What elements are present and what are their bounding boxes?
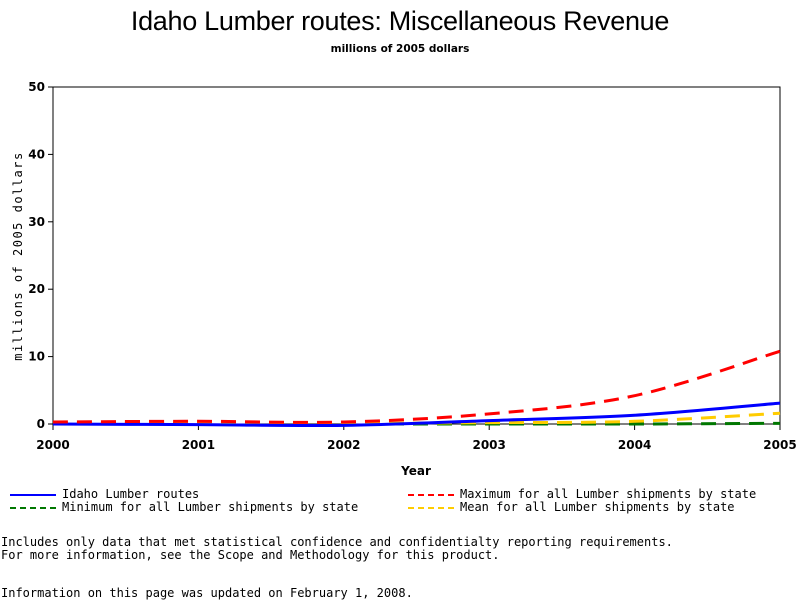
x-tick-label: 2004 bbox=[618, 438, 651, 452]
legend-item: Mean for all Lumber shipments by state bbox=[408, 500, 735, 514]
legend-swatch bbox=[10, 493, 56, 496]
x-tick-label: 2001 bbox=[182, 438, 215, 452]
y-tick-label: 40 bbox=[28, 147, 45, 161]
series-line-1 bbox=[52, 349, 781, 424]
legend-label: Mean for all Lumber shipments by state bbox=[460, 500, 735, 514]
y-tick-label: 0 bbox=[37, 417, 45, 431]
x-tick-label: 2003 bbox=[472, 438, 505, 452]
y-tick-label: 20 bbox=[28, 282, 45, 296]
chart-title: Idaho Lumber routes: Miscellaneous Reven… bbox=[130, 6, 670, 36]
y-tick-label: 50 bbox=[28, 80, 45, 94]
legend-swatch bbox=[10, 506, 56, 509]
x-tick-label: 2000 bbox=[36, 438, 69, 452]
note-methodology: For more information, see the Scope and … bbox=[1, 548, 500, 562]
note-confidence: Includes only data that met statistical … bbox=[1, 535, 673, 549]
x-tick-label: 2005 bbox=[763, 438, 796, 452]
y-tick-label: 30 bbox=[28, 215, 45, 229]
legend-item: Maximum for all Lumber shipments by stat… bbox=[408, 487, 756, 501]
legend-item: Minimum for all Lumber shipments by stat… bbox=[10, 500, 358, 514]
legend-swatch bbox=[408, 493, 454, 496]
axes: 0 10 20 30 40 50 2000 2001 2002 2003 2004 2005 bbox=[28, 80, 796, 452]
legend-label: Minimum for all Lumber shipments by stat… bbox=[62, 500, 359, 514]
y-axis-label: millions of 2005 dollars bbox=[11, 151, 25, 360]
legend-item: Idaho Lumber routes bbox=[10, 487, 199, 501]
y-tick-label: 10 bbox=[28, 350, 45, 364]
legend-label: Idaho Lumber routes bbox=[62, 487, 200, 501]
series-line-0 bbox=[52, 401, 781, 428]
legend-label: Maximum for all Lumber shipments by stat… bbox=[460, 487, 757, 501]
plot-frame bbox=[52, 86, 781, 425]
series-group bbox=[52, 349, 781, 428]
chart-subtitle: millions of 2005 dollars bbox=[330, 43, 470, 55]
note-updated: Information on this page was updated on … bbox=[1, 586, 413, 600]
x-tick-label: 2002 bbox=[327, 438, 360, 452]
legend-swatch bbox=[408, 506, 454, 509]
x-axis-label: Year bbox=[400, 464, 431, 478]
